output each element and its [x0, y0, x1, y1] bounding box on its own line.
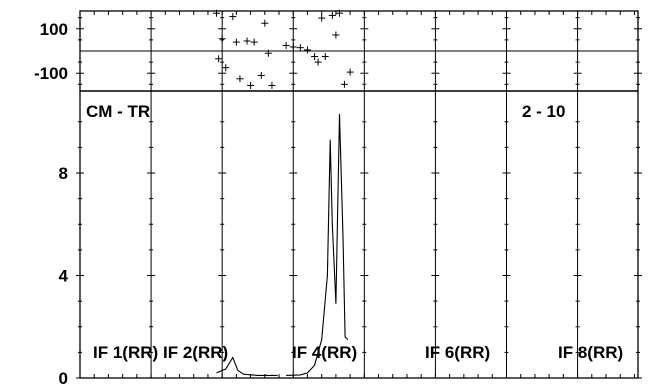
amplitude-lines	[216, 114, 349, 376]
phase-point-13	[268, 81, 276, 89]
amplitude-y-tick-label: 0	[59, 369, 68, 388]
panel-label-4: IF 6(RR)	[425, 343, 490, 362]
phase-y-tick-label: 100	[40, 20, 68, 39]
phase-point-24	[332, 31, 340, 39]
phase-point-22	[328, 11, 336, 19]
phase-point-2	[218, 35, 226, 43]
amplitude-series-line-2	[286, 114, 349, 376]
amplitude-panel-grid	[150, 91, 579, 378]
baseline-label: 2 - 10	[522, 102, 565, 121]
phase-point-3	[232, 38, 240, 46]
phase-point-12	[257, 71, 265, 79]
panel-label-5: IF 8(RR)	[558, 343, 623, 362]
phase-point-7	[264, 49, 272, 57]
phase-point-18	[311, 53, 319, 61]
axis-ticks	[76, 11, 642, 379]
phase-point-14	[282, 41, 290, 49]
phase-point-25	[340, 80, 348, 88]
phase-point-15	[289, 43, 297, 51]
amplitude-series-line-1	[216, 356, 278, 376]
chart-title: CM - TR	[86, 102, 150, 121]
phase-points	[212, 9, 354, 89]
amplitude-panel-frame	[79, 90, 639, 379]
phase-point-4	[243, 37, 251, 45]
phase-point-1	[229, 13, 237, 21]
phase-point-20	[321, 53, 329, 61]
phase-point-19	[314, 58, 322, 66]
phase-point-6	[261, 19, 269, 27]
phase-y-tick-label: -100	[34, 64, 68, 83]
phase-point-17	[303, 46, 311, 54]
amplitude-y-tick-label: 4	[59, 267, 69, 286]
panel-label-3: IF 4(RR)	[292, 343, 357, 362]
phase-y-tick-labels: 100 -100	[34, 20, 68, 83]
phase-point-5	[250, 38, 258, 46]
panel-label-1: IF 1(RR)	[93, 343, 158, 362]
phase-point-10	[236, 75, 244, 83]
phase-point-9	[222, 64, 230, 72]
amplitude-y-tick-label: 8	[59, 164, 68, 183]
panel-labels: IF 1(RR) IF 2(RR) IF 4(RR) IF 6(RR) IF 8(RR)	[93, 343, 623, 362]
amplitude-y-tick-labels: 0 4 8	[59, 164, 69, 388]
phase-point-21	[318, 14, 326, 22]
phase-panel-grid	[80, 11, 638, 91]
phase-point-8	[215, 55, 223, 63]
phase-point-26	[346, 68, 354, 76]
phase-point-16	[296, 44, 304, 52]
phase-point-11	[247, 81, 255, 89]
panel-label-2: IF 2(RR)	[163, 343, 228, 362]
